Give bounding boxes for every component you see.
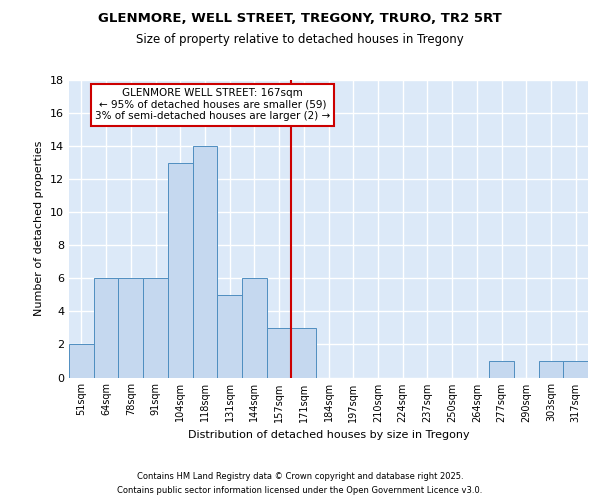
Text: Contains public sector information licensed under the Open Government Licence v3: Contains public sector information licen… <box>118 486 482 495</box>
Bar <box>193 146 217 378</box>
X-axis label: Distribution of detached houses by size in Tregony: Distribution of detached houses by size … <box>188 430 469 440</box>
Text: GLENMORE, WELL STREET, TREGONY, TRURO, TR2 5RT: GLENMORE, WELL STREET, TREGONY, TRURO, T… <box>98 12 502 26</box>
Bar <box>292 328 316 378</box>
Text: Contains HM Land Registry data © Crown copyright and database right 2025.: Contains HM Land Registry data © Crown c… <box>137 472 463 481</box>
Bar <box>168 162 193 378</box>
Bar <box>94 278 118 378</box>
Bar <box>118 278 143 378</box>
Bar <box>539 361 563 378</box>
Bar <box>489 361 514 378</box>
Bar <box>69 344 94 378</box>
Text: Size of property relative to detached houses in Tregony: Size of property relative to detached ho… <box>136 32 464 46</box>
Text: GLENMORE WELL STREET: 167sqm
← 95% of detached houses are smaller (59)
3% of sem: GLENMORE WELL STREET: 167sqm ← 95% of de… <box>95 88 330 122</box>
Bar <box>242 278 267 378</box>
Y-axis label: Number of detached properties: Number of detached properties <box>34 141 44 316</box>
Bar <box>217 295 242 378</box>
Bar <box>563 361 588 378</box>
Bar <box>143 278 168 378</box>
Bar <box>267 328 292 378</box>
